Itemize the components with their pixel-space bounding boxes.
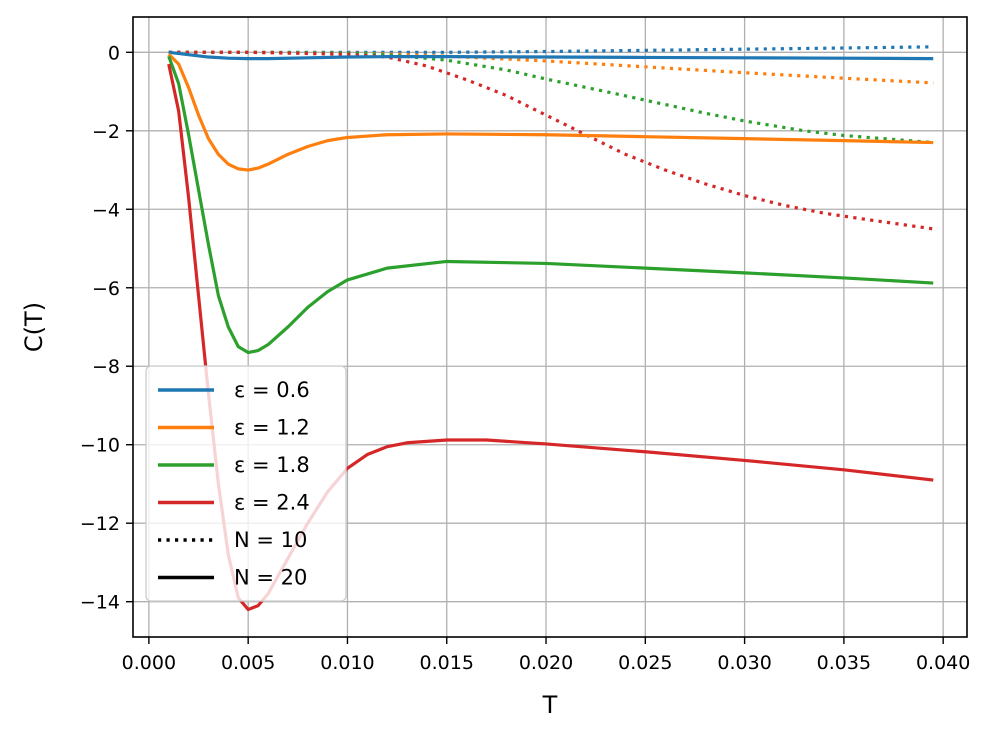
legend-label: ε = 1.8 bbox=[234, 453, 310, 477]
y-tick-label: −6 bbox=[92, 278, 120, 300]
legend-label: ε = 2.4 bbox=[234, 491, 310, 515]
y-tick-label: −10 bbox=[80, 435, 120, 457]
x-tick-label: 0.005 bbox=[221, 652, 275, 674]
x-ticks: 0.000 0.005 0.010 0.015 0.020 0.025 0.030 0.035… bbox=[122, 637, 970, 674]
legend-label: N = 20 bbox=[234, 566, 307, 590]
x-tick-label: 0.000 bbox=[122, 652, 176, 674]
legend: ε = 0.6 ε = 1.2 ε = 1.8 ε = 2.4 N = 10 N = 20 bbox=[145, 365, 347, 602]
y-tick-label: −4 bbox=[92, 199, 120, 221]
legend-box bbox=[145, 365, 347, 602]
legend-label: N = 10 bbox=[234, 528, 307, 552]
y-tick-label: −14 bbox=[80, 592, 120, 614]
x-tick-label: 0.020 bbox=[519, 652, 573, 674]
x-tick-label: 0.040 bbox=[916, 652, 970, 674]
y-tick-label: −2 bbox=[92, 121, 120, 143]
series-line-eps-1-2-n20 bbox=[167, 53, 934, 172]
series-line-eps-1-8-n20 bbox=[167, 55, 934, 355]
y-axis-label: C(T) bbox=[20, 302, 48, 352]
plot-frame bbox=[132, 16, 968, 638]
x-tick-label: 0.025 bbox=[618, 652, 672, 674]
x-tick-label: 0.035 bbox=[817, 652, 871, 674]
y-tick-label: −8 bbox=[92, 356, 120, 378]
y-ticks: 0 −2 −4 −6 −8 −10 −12 −14 bbox=[80, 42, 133, 614]
series-line-eps-0-6-n20 bbox=[168, 50, 934, 61]
legend-label: ε = 1.2 bbox=[234, 416, 310, 440]
series-line-eps-1-8-n10 bbox=[168, 50, 934, 145]
x-axis-label: T bbox=[542, 691, 558, 719]
legend-label: ε = 0.6 bbox=[234, 378, 310, 402]
x-tick-label: 0.030 bbox=[717, 652, 771, 674]
y-tick-label: −12 bbox=[80, 513, 120, 535]
x-tick-label: 0.010 bbox=[320, 652, 374, 674]
y-tick-label: 0 bbox=[108, 42, 120, 64]
x-tick-label: 0.015 bbox=[420, 652, 474, 674]
